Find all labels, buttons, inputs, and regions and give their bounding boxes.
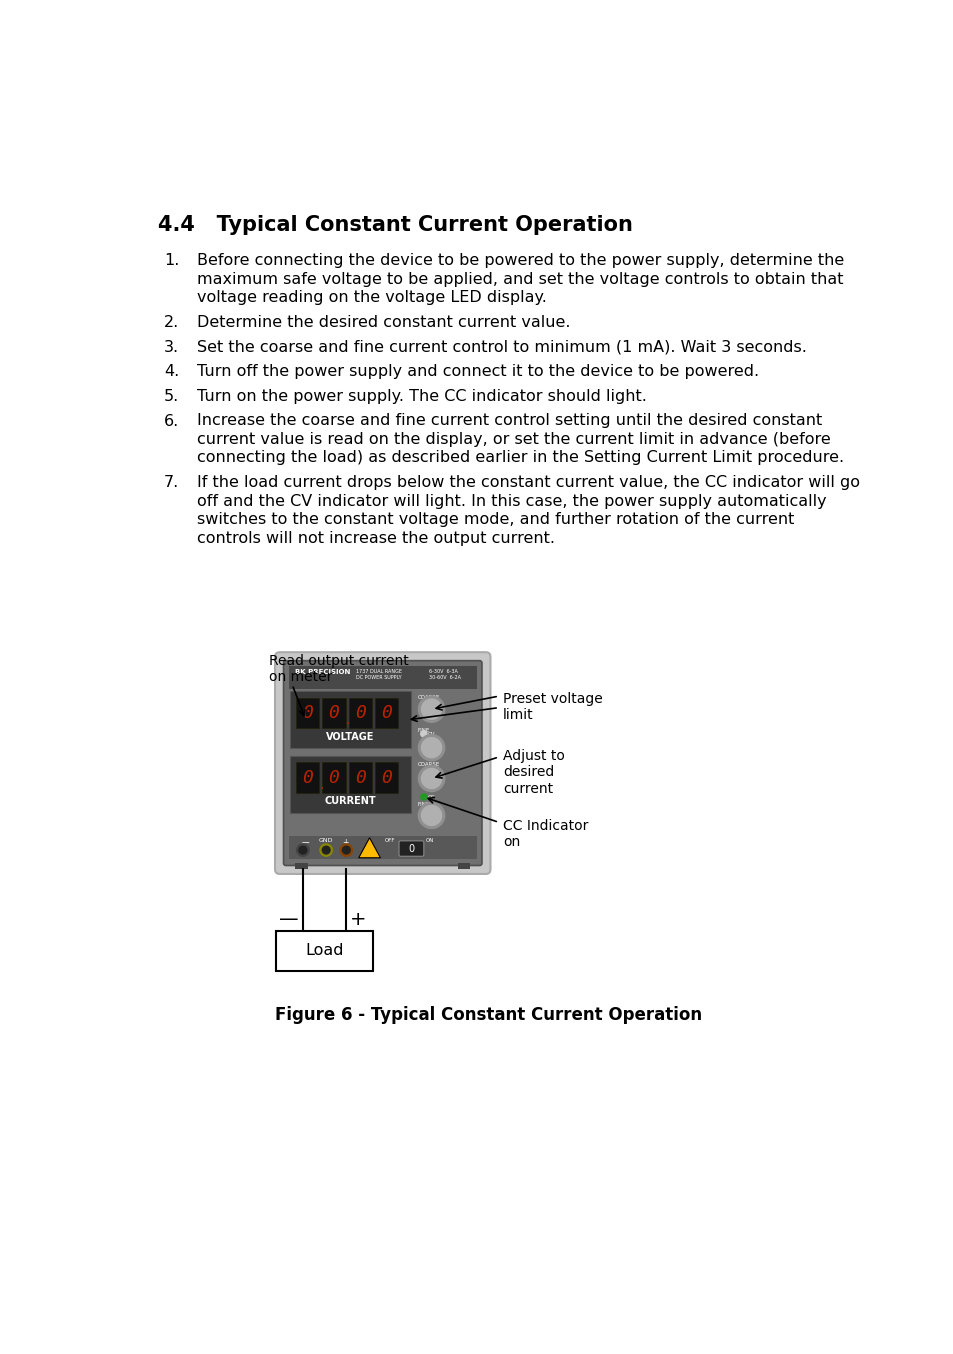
FancyBboxPatch shape bbox=[295, 697, 319, 728]
Text: Determine the desired constant current value.: Determine the desired constant current v… bbox=[196, 315, 570, 330]
Circle shape bbox=[420, 793, 427, 800]
FancyBboxPatch shape bbox=[283, 661, 481, 865]
Text: 0: 0 bbox=[381, 769, 392, 787]
Circle shape bbox=[418, 696, 444, 722]
Text: switches to the constant voltage mode, and further rotation of the current: switches to the constant voltage mode, a… bbox=[196, 512, 793, 527]
Circle shape bbox=[296, 844, 309, 856]
Text: 4.4   Typical Constant Current Operation: 4.4 Typical Constant Current Operation bbox=[158, 215, 632, 234]
Text: 1.: 1. bbox=[164, 253, 179, 268]
Text: CV: CV bbox=[427, 731, 435, 737]
Circle shape bbox=[421, 699, 441, 719]
FancyBboxPatch shape bbox=[290, 756, 411, 814]
Circle shape bbox=[342, 846, 350, 854]
Text: COARSE: COARSE bbox=[417, 696, 439, 700]
Circle shape bbox=[418, 765, 444, 792]
Text: OFF: OFF bbox=[385, 838, 395, 842]
Text: 0: 0 bbox=[355, 769, 365, 787]
Text: CURRENT: CURRENT bbox=[324, 796, 376, 806]
Text: Read output current
on meter: Read output current on meter bbox=[269, 654, 408, 684]
FancyBboxPatch shape bbox=[398, 841, 423, 856]
Bar bbox=[275, 932, 373, 971]
Text: 6.: 6. bbox=[164, 413, 179, 428]
Text: Turn off the power supply and connect it to the device to be powered.: Turn off the power supply and connect it… bbox=[196, 364, 758, 379]
FancyBboxPatch shape bbox=[290, 692, 411, 749]
Text: Set the coarse and fine current control to minimum (1 mA). Wait 3 seconds.: Set the coarse and fine current control … bbox=[196, 340, 806, 355]
Text: —: — bbox=[301, 838, 309, 846]
Text: 7.: 7. bbox=[164, 475, 179, 490]
Text: Preset voltage
limit: Preset voltage limit bbox=[502, 692, 602, 723]
Text: Figure 6 - Typical Constant Current Operation: Figure 6 - Typical Constant Current Oper… bbox=[275, 1006, 701, 1024]
Bar bbox=[294, 864, 307, 869]
Bar bbox=[457, 864, 470, 869]
Text: 2.: 2. bbox=[164, 315, 179, 330]
Text: ON: ON bbox=[425, 838, 434, 842]
Text: 3.: 3. bbox=[164, 340, 179, 355]
Text: If the load current drops below the constant current value, the CC indicator wil: If the load current drops below the cons… bbox=[196, 475, 859, 490]
Circle shape bbox=[420, 731, 427, 737]
FancyBboxPatch shape bbox=[295, 762, 319, 793]
Bar bbox=[289, 666, 476, 689]
Text: 5.: 5. bbox=[164, 389, 179, 403]
Text: BK PRECISION: BK PRECISION bbox=[294, 669, 350, 676]
Text: 0: 0 bbox=[328, 704, 339, 722]
Text: Before connecting the device to be powered to the power supply, determine the: Before connecting the device to be power… bbox=[196, 253, 843, 268]
Circle shape bbox=[421, 769, 441, 788]
Text: —: — bbox=[279, 910, 298, 929]
Text: .: . bbox=[345, 714, 350, 727]
Text: VOLTAGE: VOLTAGE bbox=[326, 731, 375, 742]
FancyBboxPatch shape bbox=[375, 762, 397, 793]
Polygon shape bbox=[358, 838, 380, 858]
FancyBboxPatch shape bbox=[375, 697, 397, 728]
Text: 0: 0 bbox=[302, 704, 313, 722]
Text: 0: 0 bbox=[302, 769, 313, 787]
Text: FINE: FINE bbox=[417, 727, 430, 733]
Circle shape bbox=[340, 844, 353, 856]
Circle shape bbox=[322, 846, 330, 854]
FancyBboxPatch shape bbox=[348, 697, 372, 728]
Text: Load: Load bbox=[305, 944, 343, 959]
Text: 6-30V  6-3A
30-60V  6-2A: 6-30V 6-3A 30-60V 6-2A bbox=[429, 669, 460, 680]
Text: 0: 0 bbox=[408, 844, 414, 853]
Text: +: + bbox=[342, 838, 349, 846]
Text: 0: 0 bbox=[381, 704, 392, 722]
Text: 4.: 4. bbox=[164, 364, 179, 379]
Circle shape bbox=[421, 806, 441, 826]
Circle shape bbox=[418, 735, 444, 761]
FancyBboxPatch shape bbox=[274, 653, 490, 873]
Text: connecting the load) as described earlier in the Setting Current Limit procedure: connecting the load) as described earlie… bbox=[196, 451, 843, 466]
Circle shape bbox=[298, 846, 307, 854]
FancyBboxPatch shape bbox=[322, 762, 345, 793]
Text: Turn on the power supply. The CC indicator should light.: Turn on the power supply. The CC indicat… bbox=[196, 389, 646, 403]
Text: current value is read on the display, or set the current limit in advance (befor: current value is read on the display, or… bbox=[196, 432, 830, 447]
Text: Adjust to
desired
current: Adjust to desired current bbox=[502, 749, 564, 796]
FancyBboxPatch shape bbox=[348, 762, 372, 793]
Text: maximum safe voltage to be applied, and set the voltage controls to obtain that: maximum safe voltage to be applied, and … bbox=[196, 272, 842, 287]
Text: 0: 0 bbox=[355, 704, 365, 722]
Text: CC: CC bbox=[427, 795, 435, 800]
Text: FINE: FINE bbox=[417, 802, 430, 807]
Text: Increase the coarse and fine current control setting until the desired constant: Increase the coarse and fine current con… bbox=[196, 413, 821, 428]
Text: GND: GND bbox=[318, 838, 333, 842]
Circle shape bbox=[319, 844, 332, 856]
Text: .: . bbox=[319, 779, 323, 792]
Text: +: + bbox=[350, 910, 366, 929]
FancyBboxPatch shape bbox=[322, 697, 345, 728]
Text: 1737 DUAL RANGE
DC POWER SUPPLY: 1737 DUAL RANGE DC POWER SUPPLY bbox=[355, 669, 401, 680]
Circle shape bbox=[418, 803, 444, 829]
Text: voltage reading on the voltage LED display.: voltage reading on the voltage LED displ… bbox=[196, 290, 546, 305]
Text: controls will not increase the output current.: controls will not increase the output cu… bbox=[196, 531, 554, 546]
Text: off and the CV indicator will light. In this case, the power supply automaticall: off and the CV indicator will light. In … bbox=[196, 494, 825, 509]
Text: CC Indicator
on: CC Indicator on bbox=[502, 819, 588, 849]
Text: COARSE: COARSE bbox=[417, 761, 439, 766]
Circle shape bbox=[421, 738, 441, 758]
Text: 0: 0 bbox=[328, 769, 339, 787]
Bar bbox=[289, 837, 476, 860]
